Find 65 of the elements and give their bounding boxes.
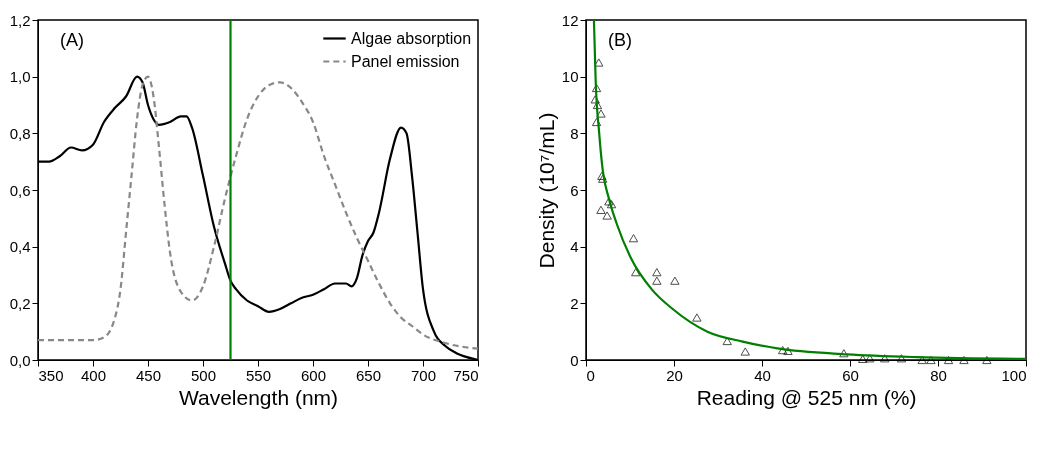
annotation: (B) xyxy=(608,30,632,50)
point xyxy=(596,205,606,214)
y-tick-label: 0,2 xyxy=(9,294,31,312)
point xyxy=(594,58,604,67)
x-axis-title: Wavelength (nm) xyxy=(178,385,339,409)
x-tick-label: 650 xyxy=(355,366,382,384)
y-tick-label: 0 xyxy=(570,351,579,369)
x-tick-label: 350 xyxy=(38,366,64,384)
x-tick-label: 450 xyxy=(135,366,162,384)
annotation: (A) xyxy=(60,30,84,50)
point xyxy=(604,197,614,206)
point xyxy=(740,347,750,356)
point xyxy=(652,276,662,285)
x-tick-label: 550 xyxy=(245,366,272,384)
y-tick-label: 0,4 xyxy=(9,238,31,256)
y-tick-label: 1,2 xyxy=(9,11,31,29)
point xyxy=(631,268,641,277)
point xyxy=(943,355,954,365)
point xyxy=(602,211,612,220)
point xyxy=(839,349,849,358)
point xyxy=(670,276,680,285)
y-tick-label: 10 xyxy=(561,68,579,86)
point xyxy=(896,354,907,363)
point xyxy=(917,355,927,365)
point xyxy=(722,336,732,346)
point xyxy=(596,109,606,118)
point xyxy=(880,354,890,363)
point xyxy=(783,346,793,356)
y-tick-label: 0,0 xyxy=(9,351,31,369)
y-tick-label: 2 xyxy=(570,294,579,312)
x-tick-label: 0 xyxy=(586,366,595,384)
y-tick-label: 0,6 xyxy=(9,181,31,199)
y-tick-label: 12 xyxy=(561,11,579,29)
x-tick-label: 40 xyxy=(754,366,771,384)
point xyxy=(652,268,662,277)
x-tick-label: 20 xyxy=(666,366,683,384)
x-axis-title: Reading @ 525 nm (%) xyxy=(696,385,917,409)
x-tick-label: 750 xyxy=(453,366,479,384)
point xyxy=(606,200,617,209)
point xyxy=(982,355,992,365)
x-tick-label: 60 xyxy=(842,366,859,384)
x-tick-label: 600 xyxy=(300,366,327,384)
point xyxy=(590,95,600,104)
point xyxy=(592,100,603,110)
y-tick-label: 1,0 xyxy=(9,68,31,86)
point xyxy=(591,83,602,93)
x-tick-label: 400 xyxy=(80,366,107,384)
legend-label: Panel emission xyxy=(351,52,460,70)
point xyxy=(692,313,702,322)
legend-label: Algae absorption xyxy=(351,29,472,47)
point xyxy=(778,345,788,355)
y-tick-label: 4 xyxy=(570,238,579,256)
point xyxy=(628,234,639,243)
x-tick-label: 500 xyxy=(190,366,217,384)
y-tick-label: 6 xyxy=(570,181,579,199)
y-axis-title: Density (10⁷/mL) xyxy=(534,112,558,269)
y-tick-label: 0,8 xyxy=(9,124,31,142)
x-tick-label: 80 xyxy=(930,366,947,384)
point xyxy=(598,174,608,183)
y-tick-label: 8 xyxy=(570,124,579,142)
point xyxy=(959,355,969,365)
x-tick-label: 700 xyxy=(410,366,437,384)
x-tick-label: 100 xyxy=(1001,366,1027,384)
point xyxy=(591,117,602,127)
point xyxy=(597,171,607,180)
